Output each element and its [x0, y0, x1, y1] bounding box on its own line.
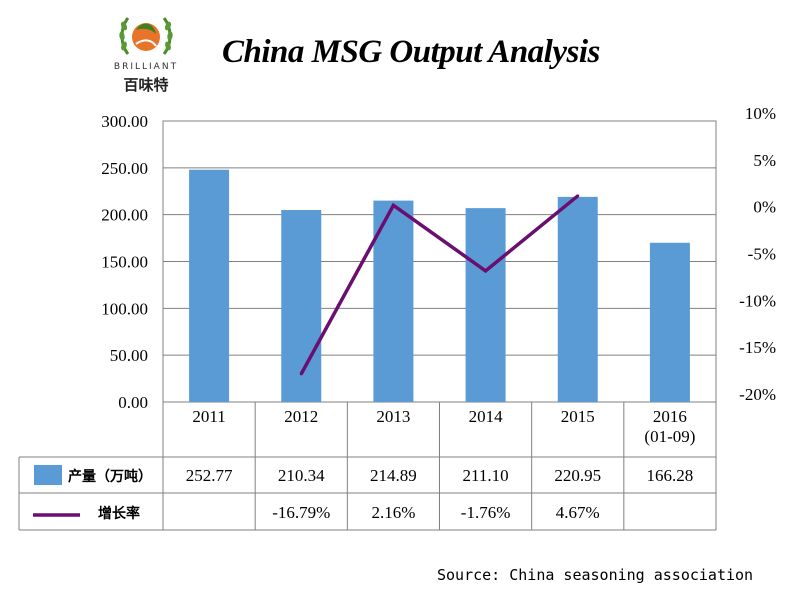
y-left-tick-label: 300.00	[101, 112, 148, 131]
y-left-tick-label: 250.00	[101, 159, 148, 178]
y-right-tick-label: 10%	[745, 104, 776, 123]
bar-2016	[649, 242, 690, 402]
legend-growth-label: 增长率	[98, 505, 140, 522]
logo-brand-text: BRILLIANT	[113, 62, 179, 72]
y-left-tick-label: 0.00	[118, 393, 148, 412]
x-category-label: 2011	[192, 407, 225, 426]
legend-bar-swatch	[34, 465, 62, 485]
logo-chinese-text: 百味特	[123, 76, 169, 94]
y-left-tick-label: 150.00	[101, 253, 148, 272]
x-category-label: 2016 (01-09)	[644, 407, 695, 446]
growth-value-cell: 2.16%	[371, 503, 415, 522]
chart-title: China MSG Output Analysis	[222, 34, 600, 70]
y-right-tick-label: -10%	[739, 291, 776, 310]
y-left-tick-label: 100.00	[101, 299, 148, 318]
y-left-tick-label: 200.00	[101, 206, 148, 225]
growth-value-cell: -16.79%	[272, 503, 330, 522]
y-right-tick-label: -5%	[748, 245, 776, 264]
source-note: Source: China seasoning association	[437, 566, 754, 584]
x-category-label: 2015	[561, 407, 595, 426]
bar-2013	[373, 200, 414, 402]
output-value-cell: 220.95	[554, 466, 601, 485]
bar-2014	[465, 208, 506, 402]
output-value-cell: 214.89	[370, 466, 417, 485]
y-left-tick-label: 50.00	[110, 346, 148, 365]
brilliant-logo: BRILLIANT 百味特	[100, 10, 192, 94]
output-value-cell: 252.77	[186, 466, 233, 485]
output-value-cell: 210.34	[278, 466, 325, 485]
x-category-label: 2013	[376, 407, 410, 426]
x-category-label: 2014	[469, 407, 504, 426]
growth-value-cell: -1.76%	[461, 503, 511, 522]
y-right-tick-label: 5%	[753, 151, 776, 170]
laurel-emblem-icon	[119, 17, 173, 55]
y-right-tick-label: -20%	[739, 385, 776, 404]
growth-rate-point	[299, 372, 303, 376]
y-right-tick-label: -15%	[739, 338, 776, 357]
bar-2012	[281, 209, 322, 402]
output-value-cell: 166.28	[647, 466, 694, 485]
y-right-tick-label: 0%	[753, 198, 776, 217]
growth-rate-point	[391, 203, 395, 207]
output-value-cell: 211.10	[463, 466, 509, 485]
bar-2015	[557, 196, 598, 402]
growth-rate-line	[299, 194, 579, 375]
growth-rate-point	[576, 194, 580, 198]
growth-value-cell: 4.67%	[556, 503, 600, 522]
legend-output-label: 产量（万吨）	[68, 468, 152, 485]
x-category-label: 2012	[284, 407, 318, 426]
bar-2011	[189, 169, 230, 402]
growth-rate-point	[484, 269, 488, 273]
